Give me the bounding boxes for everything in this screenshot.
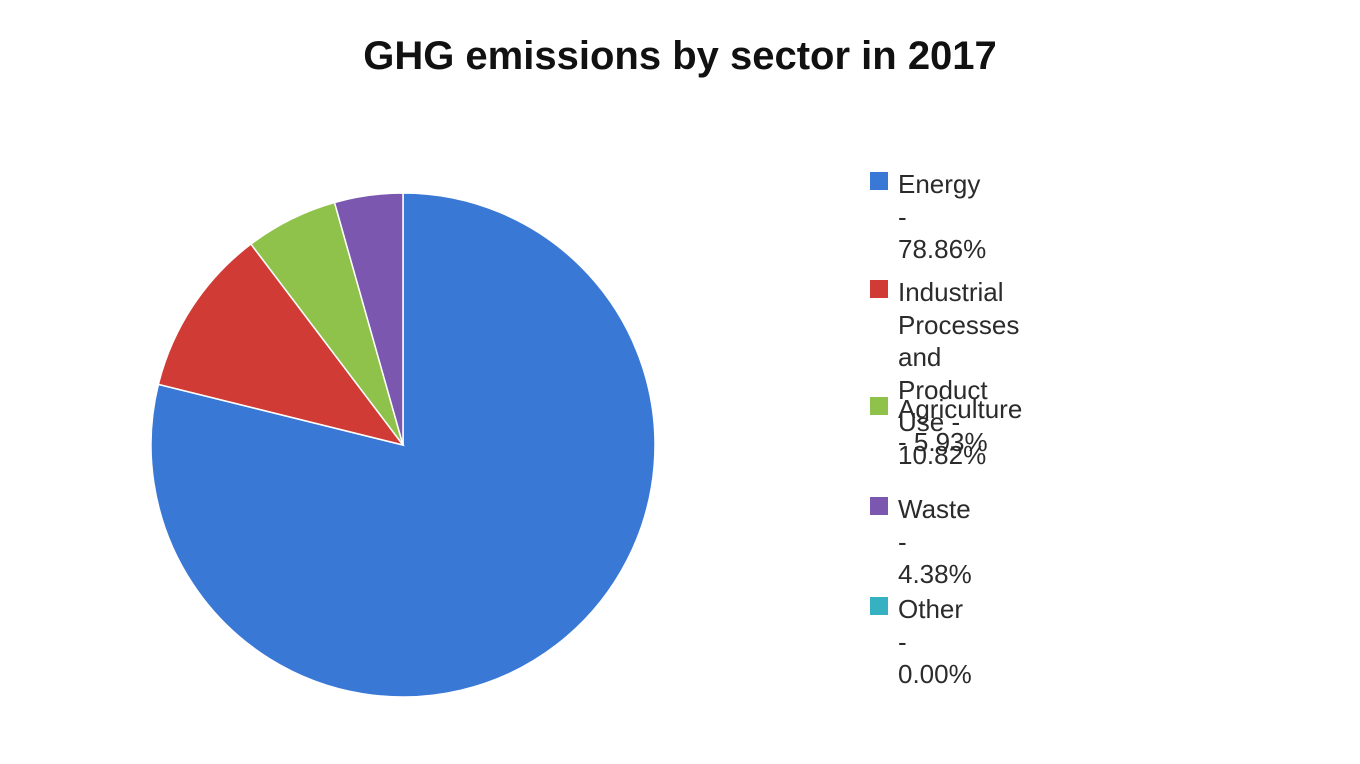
legend-item-waste: Waste - 4.38%	[870, 493, 972, 591]
legend-label-agriculture: Agriculture - 5.93%	[898, 393, 1022, 458]
pie-svg	[146, 188, 660, 702]
legend-swatch-agriculture	[870, 397, 888, 415]
legend-label-other: Other - 0.00%	[898, 593, 972, 691]
pie-chart	[146, 188, 660, 702]
legend-item-agriculture: Agriculture - 5.93%	[870, 393, 1022, 458]
chart-container: GHG emissions by sector in 2017 Energy -…	[0, 0, 1360, 764]
legend-swatch-waste	[870, 497, 888, 515]
chart-title: GHG emissions by sector in 2017	[0, 34, 1360, 79]
legend-swatch-industrial	[870, 280, 888, 298]
legend-swatch-energy	[870, 172, 888, 190]
legend-swatch-other	[870, 597, 888, 615]
legend-item-other: Other - 0.00%	[870, 593, 972, 691]
legend-label-waste: Waste - 4.38%	[898, 493, 972, 591]
legend-item-energy: Energy - 78.86%	[870, 168, 986, 266]
legend-label-energy: Energy - 78.86%	[898, 168, 986, 266]
